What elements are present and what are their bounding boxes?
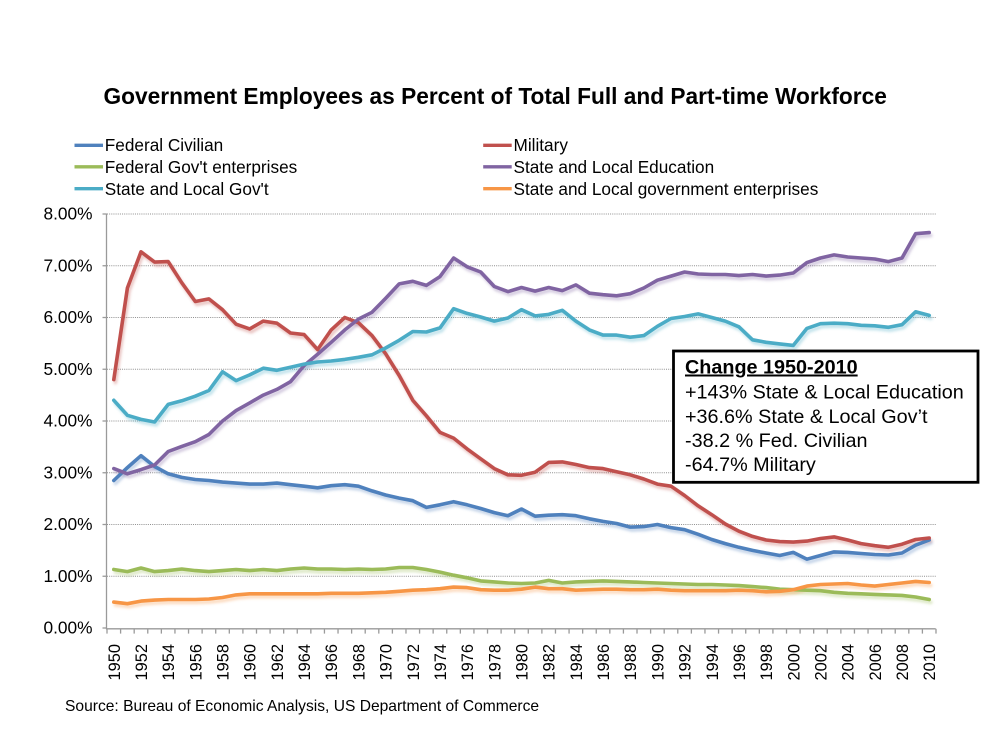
svg-text:6.00%: 6.00% [43, 307, 92, 327]
svg-text:Federal Civilian: Federal Civilian [105, 135, 223, 155]
svg-text:2006: 2006 [867, 644, 885, 680]
svg-text:1998: 1998 [758, 644, 776, 680]
svg-text:+36.6% State & Local Gov’t: +36.6% State & Local Gov’t [685, 406, 928, 428]
svg-text:State and Local Education: State and Local Education [514, 157, 715, 177]
svg-text:1962: 1962 [269, 644, 287, 680]
svg-text:1950: 1950 [106, 644, 124, 680]
svg-text:1984: 1984 [568, 644, 586, 680]
svg-text:1980: 1980 [514, 644, 532, 680]
svg-text:2000: 2000 [785, 644, 803, 680]
svg-text:1972: 1972 [405, 644, 423, 680]
svg-text:4.00%: 4.00% [43, 411, 92, 431]
svg-text:1954: 1954 [160, 644, 178, 680]
svg-text:1968: 1968 [350, 644, 368, 680]
svg-text:Change 1950-2010: Change 1950-2010 [685, 357, 858, 379]
svg-text:2004: 2004 [840, 644, 858, 680]
svg-text:1990: 1990 [649, 644, 667, 680]
svg-text:8.00%: 8.00% [43, 204, 92, 224]
svg-text:1958: 1958 [215, 644, 233, 680]
svg-text:-64.7% Military: -64.7% Military [685, 454, 816, 476]
svg-text:1952: 1952 [133, 644, 151, 680]
svg-text:1960: 1960 [242, 644, 260, 680]
svg-text:Military: Military [514, 135, 569, 155]
svg-text:2002: 2002 [813, 644, 831, 680]
svg-text:1988: 1988 [622, 644, 640, 680]
svg-text:1956: 1956 [187, 644, 205, 680]
svg-text:1974: 1974 [432, 644, 450, 680]
svg-text:2.00%: 2.00% [43, 514, 92, 534]
svg-text:1994: 1994 [704, 644, 722, 680]
svg-text:1996: 1996 [731, 644, 749, 680]
svg-text:2010: 2010 [921, 644, 939, 680]
svg-text:Source: Bureau of Economic Ana: Source: Bureau of Economic Analysis, US … [65, 698, 539, 715]
svg-text:1970: 1970 [378, 644, 396, 680]
svg-text:1978: 1978 [486, 644, 504, 680]
svg-text:+143% State & Local Education: +143% State & Local Education [685, 382, 964, 404]
svg-text:-38.2 % Fed. Civilian: -38.2 % Fed. Civilian [685, 430, 868, 452]
svg-text:Government Employees as Percen: Government Employees as Percent of Total… [104, 83, 887, 109]
svg-text:0.00%: 0.00% [43, 618, 92, 638]
svg-text:1976: 1976 [459, 644, 477, 680]
svg-text:1.00%: 1.00% [43, 566, 92, 586]
svg-text:1964: 1964 [296, 644, 314, 680]
svg-text:State and Local government ent: State and Local government enterprises [514, 179, 819, 199]
svg-text:1986: 1986 [595, 644, 613, 680]
svg-text:1982: 1982 [541, 644, 559, 680]
svg-text:3.00%: 3.00% [43, 462, 92, 482]
svg-text:1966: 1966 [323, 644, 341, 680]
svg-text:2008: 2008 [894, 644, 912, 680]
svg-text:7.00%: 7.00% [43, 255, 92, 275]
svg-text:Federal Gov't enterprises: Federal Gov't enterprises [105, 157, 297, 177]
svg-text:5.00%: 5.00% [43, 359, 92, 379]
svg-text:1992: 1992 [677, 644, 695, 680]
svg-text:State and Local Gov't: State and Local Gov't [105, 179, 269, 199]
